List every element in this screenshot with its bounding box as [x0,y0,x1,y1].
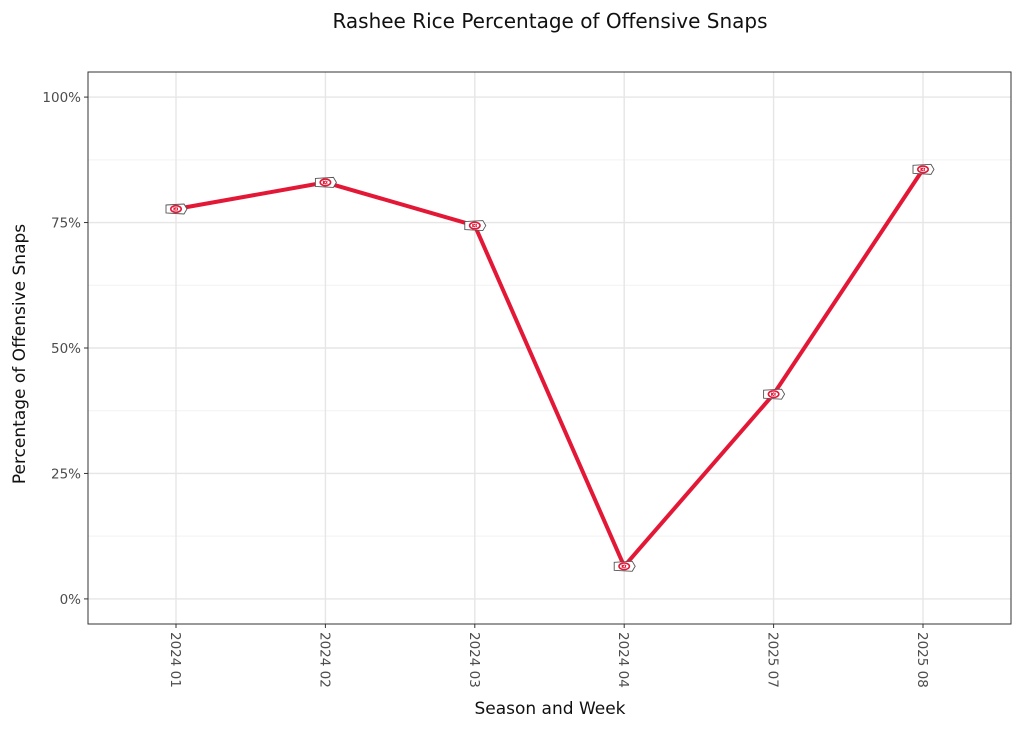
marker-kc-mark [322,180,328,185]
x-tick-label: 2024 01 [167,632,183,688]
marker-oval [319,178,332,187]
chiefs-logo-icon [165,203,188,215]
chiefs-logo-icon [763,388,786,400]
marker-kc-mark [920,167,926,172]
marker-kc-mark [173,206,179,212]
marker-kc-mark [771,392,776,397]
y-axis: 0% 25% 50% 75% 100% [42,90,88,608]
y-tick-label: 50% [51,341,81,357]
x-tick-label: 2024 02 [316,632,332,688]
y-tick-label: 25% [51,466,81,482]
marker-oval [618,562,631,571]
chiefs-logo-icon [464,220,487,232]
series-line-group [174,167,925,569]
x-tick-label: 2024 03 [466,632,482,688]
y-axis-title: Percentage of Offensive Snaps [10,224,30,484]
chart-title: Rashee Rice Percentage of Offensive Snap… [332,9,767,33]
chiefs-logo-icon [314,176,337,188]
minor-gridlines [88,159,1011,537]
x-tick-label: 2024 04 [615,632,631,688]
chiefs-logo-icon [912,163,935,175]
marker-kc-mark [621,564,627,569]
y-tick-label: 100% [42,90,81,106]
marker-oval [917,165,929,174]
x-tick-label: 2025 07 [765,632,781,688]
marker-oval [170,204,182,214]
y-tick-label: 75% [51,216,81,232]
chiefs-logo-icon [613,560,636,572]
x-tick-label: 2025 08 [914,632,930,688]
marker-kc-mark [472,223,478,228]
major-gridlines [88,72,1011,624]
y-tick-label: 0% [60,592,82,608]
x-axis: 2024 01 2024 02 2024 03 2024 04 2025 07 2025 … [167,624,930,688]
marker-oval [468,221,481,230]
series-line [174,167,925,569]
x-axis-title: Season and Week [474,699,625,719]
plot-panel [87,71,1012,625]
marker-oval [767,390,780,399]
marker-group [165,163,935,572]
